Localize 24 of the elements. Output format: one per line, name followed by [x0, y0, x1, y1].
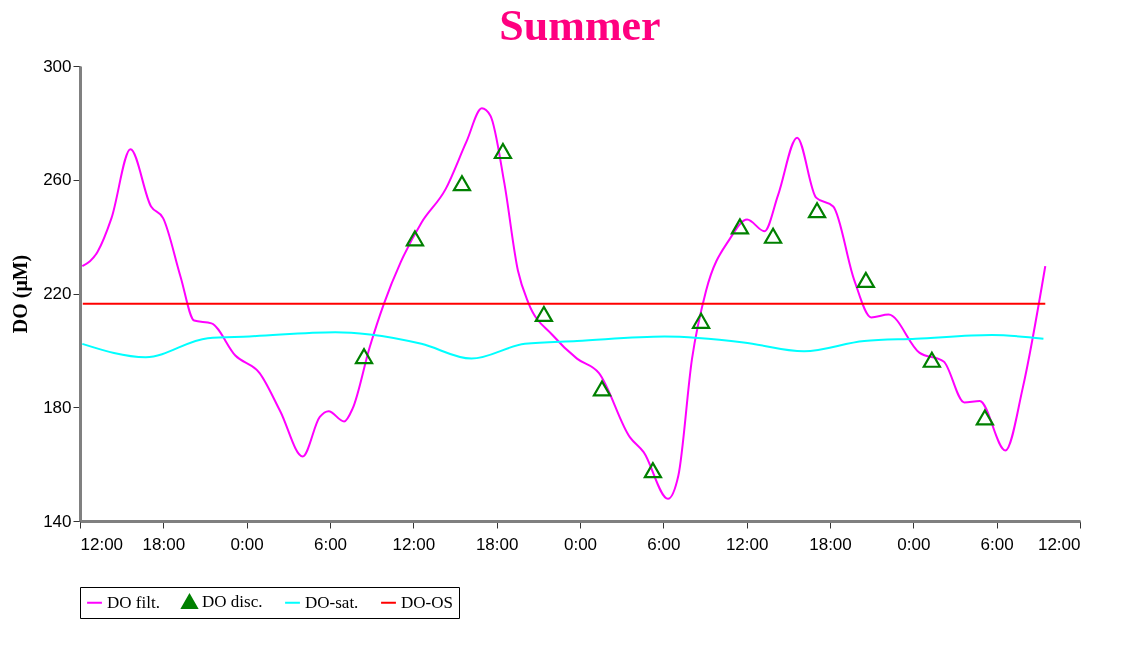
x-tick-label: 18:00	[142, 534, 186, 554]
x-tick-label: 12:00	[1037, 534, 1081, 554]
y-tick-label: 140	[43, 511, 72, 531]
x-tick-label: 6:00	[313, 534, 348, 554]
x-tick-label: 18:00	[809, 534, 852, 554]
y-tick-label: 220	[43, 284, 72, 303]
legend-label: DO filt.	[107, 592, 160, 612]
chart-title: Summer	[499, 1, 661, 50]
x-tick-label: 6:00	[647, 534, 681, 554]
x-tick-label: 12:00	[80, 534, 124, 554]
y-tick-label: 180	[43, 397, 72, 417]
legend-label: DO-OS	[401, 592, 453, 612]
x-tick-label: 0:00	[897, 534, 931, 554]
legend-label: DO-sat.	[305, 592, 359, 612]
y-tick-label: 300	[43, 56, 72, 76]
y-tick-label: 260	[43, 170, 72, 190]
y-axis-title: DO (μM)	[9, 254, 33, 334]
x-tick-label: 0:00	[563, 534, 598, 554]
x-tick-label: 0:00	[230, 534, 264, 554]
x-tick-label: 12:00	[392, 534, 436, 554]
x-tick-label: 12:00	[725, 534, 769, 554]
x-tick-label: 18:00	[475, 534, 519, 554]
x-tick-label: 6:00	[980, 534, 1014, 554]
legend-label: DO disc.	[202, 591, 263, 611]
